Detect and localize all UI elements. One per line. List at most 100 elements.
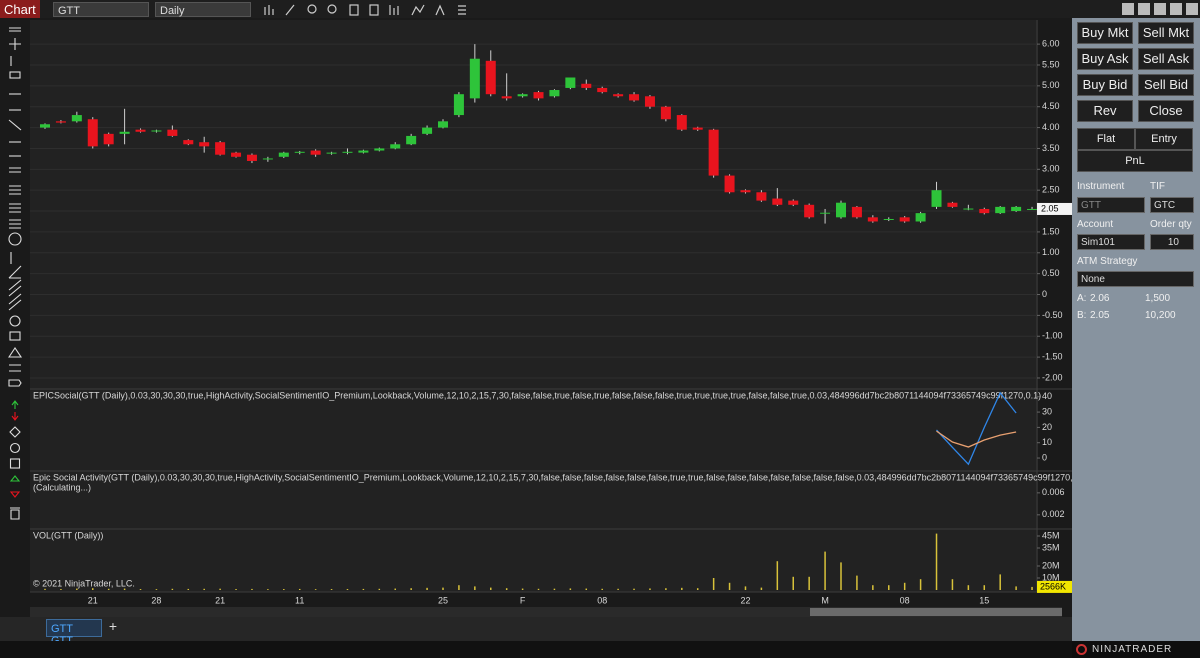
icon-zoom-out[interactable]: [327, 4, 337, 14]
candle-body: [501, 96, 512, 99]
tool-icon[interactable]: [9, 458, 21, 469]
order-button[interactable]: Sell Bid: [1138, 74, 1194, 96]
y-tick-label: -0.50: [1042, 310, 1063, 320]
volume-bar: [426, 587, 428, 590]
order-button[interactable]: Buy Mkt: [1077, 22, 1133, 44]
tool-icon[interactable]: [11, 412, 19, 421]
window-button[interactable]: [1170, 3, 1182, 15]
volume-bar: [171, 588, 174, 590]
tool-icon[interactable]: [8, 379, 22, 387]
candle-body: [549, 90, 560, 97]
tool-icon[interactable]: [9, 491, 21, 498]
tool-icon[interactable]: [9, 71, 21, 79]
atm-field[interactable]: None: [1077, 271, 1194, 287]
order-button[interactable]: Close: [1138, 100, 1194, 122]
x-tick-label: 21: [88, 595, 98, 605]
instrument-field[interactable]: GTT: [1077, 197, 1145, 213]
account-field[interactable]: Sim101: [1077, 234, 1145, 250]
add-tab[interactable]: +: [108, 618, 118, 634]
icon-properties[interactable]: [349, 4, 359, 16]
y-tick-label: 0: [1042, 452, 1047, 462]
qty-field[interactable]: 10: [1150, 234, 1194, 250]
candle-body: [167, 129, 178, 136]
volume-bar: [283, 589, 285, 590]
tool-icon[interactable]: [9, 442, 21, 454]
tool-icon[interactable]: [9, 203, 21, 213]
volume-bar: [872, 585, 874, 590]
icon-zoom-in[interactable]: [307, 4, 317, 14]
y-tick-label: 1.50: [1042, 226, 1060, 236]
y-tick-label: 0.50: [1042, 268, 1060, 278]
field-label: Instrument: [1077, 181, 1125, 192]
y-tick-label: 10: [1042, 437, 1052, 447]
volume-bar: [219, 588, 221, 590]
tool-icon[interactable]: [8, 279, 22, 297]
candle-body: [517, 94, 528, 97]
order-button[interactable]: Sell Ask: [1138, 48, 1194, 70]
tool-icon[interactable]: [8, 232, 22, 246]
volume-bar: [935, 533, 938, 590]
window-button[interactable]: [1154, 3, 1166, 15]
tool-icon[interactable]: [10, 507, 20, 520]
icon-indicators[interactable]: [389, 5, 399, 15]
icon-strategies[interactable]: [411, 4, 425, 16]
icon-draw[interactable]: [285, 4, 295, 16]
candle-body: [915, 213, 926, 222]
candle-body: [485, 60, 496, 95]
icon-templates[interactable]: [369, 4, 379, 16]
ask-size: 1,500: [1145, 293, 1171, 304]
y-tick-label: 0.002: [1042, 509, 1065, 519]
candle-body: [772, 198, 783, 205]
candle-body: [820, 212, 831, 214]
volume-bar: [792, 576, 794, 590]
field-label: Order qty: [1150, 219, 1192, 230]
tool-icon[interactable]: [9, 364, 21, 372]
panel-title: VOL(GTT (Daily)): [33, 530, 103, 540]
tool-icon[interactable]: [7, 347, 23, 358]
order-button[interactable]: Rev: [1077, 100, 1133, 122]
tool-icon[interactable]: [9, 219, 21, 229]
tool-icon[interactable]: [9, 475, 21, 482]
candle-body: [183, 140, 194, 145]
volume-bar: [601, 588, 603, 590]
tool-icon[interactable]: [9, 167, 21, 173]
candle-body: [199, 142, 210, 147]
tool-icon[interactable]: [11, 400, 19, 409]
order-button[interactable]: Buy Ask: [1077, 48, 1133, 70]
interval-select[interactable]: Daily: [155, 2, 251, 17]
icon-list[interactable]: [458, 5, 466, 15]
tool-icon[interactable]: [9, 315, 21, 327]
volume-bar: [967, 585, 970, 590]
volume-bar: [951, 579, 954, 590]
candle-body: [629, 94, 640, 101]
tool-icon[interactable]: [9, 185, 21, 195]
tool-icon[interactable]: [9, 38, 21, 50]
candle-body: [422, 127, 433, 134]
candle-body: [836, 202, 846, 218]
tab[interactable]: GTT GTT: [46, 619, 102, 647]
instrument-select[interactable]: GTT: [53, 2, 149, 17]
scrollbar-thumb[interactable]: [810, 608, 1062, 616]
icon-signals[interactable]: [435, 4, 445, 16]
candle-body: [565, 77, 576, 88]
volume-bar: [808, 576, 810, 590]
tool-icon[interactable]: [8, 119, 22, 131]
tif-field[interactable]: GTC: [1150, 197, 1194, 213]
tool-icon[interactable]: [9, 426, 21, 438]
volume-bar: [553, 588, 556, 590]
tool-icon[interactable]: [9, 331, 21, 341]
order-button[interactable]: Sell Mkt: [1138, 22, 1194, 44]
bid-size: 10,200: [1145, 310, 1176, 321]
window-button[interactable]: [1122, 3, 1134, 15]
candle-body: [883, 218, 894, 220]
tool-icon[interactable]: [8, 293, 22, 311]
tool-icon[interactable]: [9, 27, 21, 32]
volume-bar: [44, 588, 46, 590]
tool-icon[interactable]: [8, 265, 22, 279]
volume-bar: [235, 589, 237, 590]
order-button[interactable]: Buy Bid: [1077, 74, 1133, 96]
candle-body: [310, 150, 321, 155]
window-button[interactable]: [1186, 3, 1198, 15]
window-button[interactable]: [1138, 3, 1150, 15]
icon-bars[interactable]: [264, 5, 274, 15]
